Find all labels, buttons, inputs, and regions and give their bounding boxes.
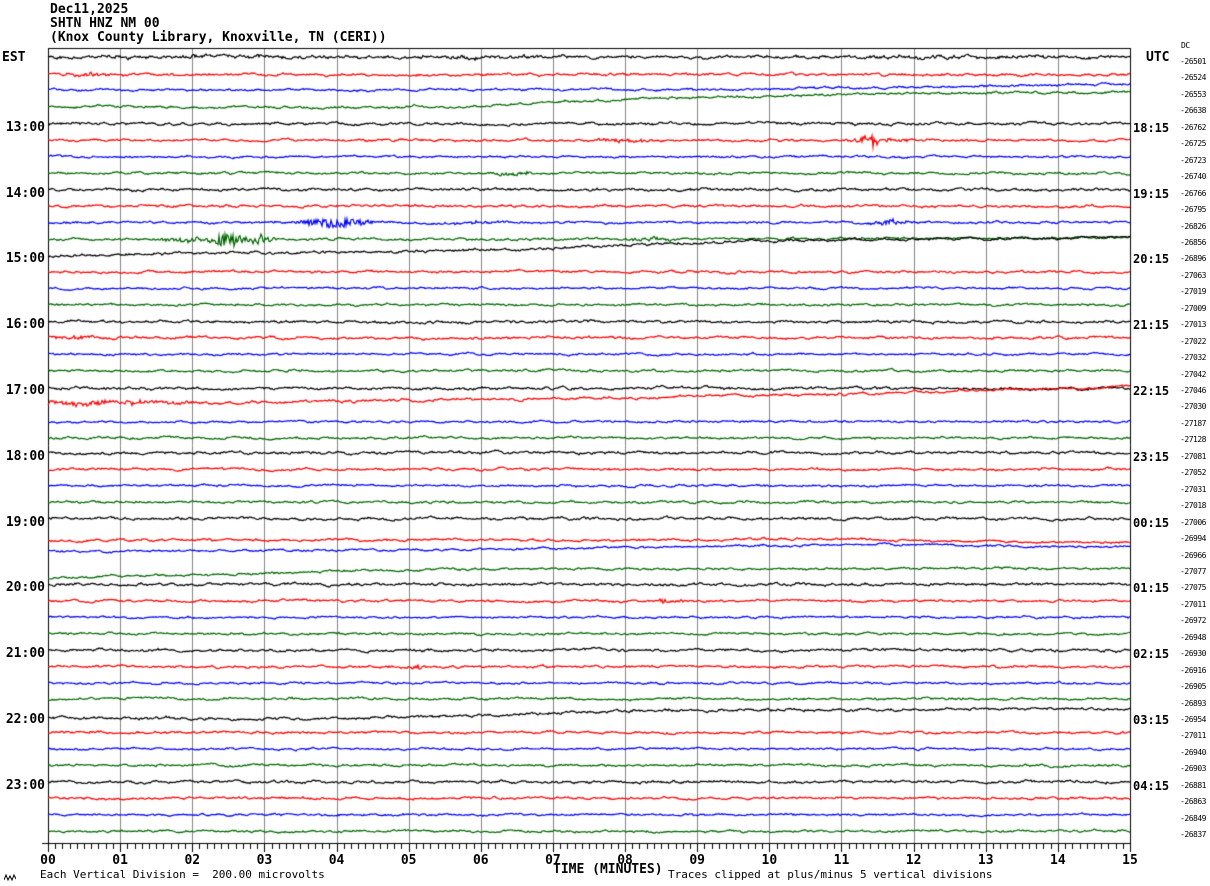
dc-value-label: -26916: [1180, 665, 1206, 675]
utc-time-label: 19:15: [1133, 186, 1170, 201]
dc-value-label: -27019: [1180, 287, 1206, 297]
dc-value-label: -26740: [1180, 172, 1206, 182]
title-location: (Knox County Library, Knoxville, TN (CER…: [50, 30, 387, 45]
dc-value-label: -27022: [1180, 336, 1206, 346]
utc-time-label: 04:15: [1133, 778, 1170, 793]
est-hour-label: 14:00: [5, 185, 45, 201]
dc-value-label: -26948: [1180, 632, 1206, 642]
x-tick-label: 07: [545, 853, 561, 868]
est-hour-label: 19:00: [5, 514, 45, 530]
est-hour-label: 16:00: [5, 317, 45, 333]
dc-value-label: -27081: [1180, 451, 1206, 461]
utc-time-label: 03:15: [1133, 713, 1170, 727]
dc-value-label: -26896: [1180, 254, 1206, 264]
dc-value-label: -26762: [1180, 122, 1206, 132]
utc-time-label: 00:15: [1133, 515, 1170, 530]
dc-value-label: -27013: [1180, 320, 1206, 330]
x-tick-label: 09: [689, 853, 706, 868]
dc-value-label: -27063: [1180, 270, 1206, 280]
utc-time-label: 23:15: [1133, 449, 1170, 464]
est-hour-label: 18:00: [5, 448, 45, 464]
dc-value-label: -27187: [1180, 418, 1206, 428]
dc-value-label: -26856: [1180, 237, 1206, 247]
x-tick-label: 00: [40, 853, 56, 868]
left-axis-label-est: EST: [2, 50, 26, 65]
footer-vertical-division-note: Each Vertical Division = 200.00 microvol…: [40, 868, 325, 881]
x-tick-label: 14: [1050, 853, 1066, 868]
right-axis-label-utc: UTC: [1146, 50, 1170, 65]
dc-value-label: -26863: [1180, 797, 1206, 807]
est-hour-label: 15:00: [5, 251, 45, 267]
dc-value-label: -26725: [1180, 139, 1206, 149]
x-tick-label: 12: [905, 853, 922, 868]
dc-value-label: -27032: [1180, 353, 1206, 363]
title-date: Dec11,2025: [50, 2, 129, 17]
x-tick-label: 15: [1122, 853, 1138, 868]
wiggle-mark-icon: [4, 873, 16, 882]
dc-value-label: -26501: [1180, 57, 1206, 66]
dc-value-label: -26905: [1180, 682, 1206, 692]
dc-value-label: -27042: [1180, 369, 1206, 379]
dc-value-label: -26893: [1180, 698, 1206, 708]
est-hour-label: 22:00: [5, 712, 45, 727]
dc-value-label: -27006: [1180, 517, 1206, 527]
dc-value-label: -27031: [1180, 484, 1206, 494]
dc-value-label: -27009: [1180, 303, 1206, 313]
x-tick-label: 03: [256, 853, 273, 868]
dc-value-label: -26881: [1180, 780, 1206, 790]
dc-value-label: -27075: [1180, 583, 1206, 593]
utc-time-label: 02:15: [1133, 647, 1170, 662]
utc-time-label: 21:15: [1133, 318, 1170, 333]
dc-value-label: -27018: [1180, 501, 1206, 511]
dc-value-label: -27077: [1180, 566, 1206, 576]
utc-time-label: 18:15: [1133, 120, 1170, 135]
x-tick-label: 06: [472, 853, 489, 868]
utc-time-label: 01:15: [1133, 581, 1170, 596]
dc-value-label: -26966: [1180, 550, 1206, 560]
est-hour-label: 17:00: [5, 383, 45, 398]
x-tick-label: 08: [617, 853, 633, 868]
est-hour-label: 20:00: [5, 580, 45, 596]
dc-value-label: -26723: [1180, 155, 1206, 165]
dc-value-label: -26972: [1180, 616, 1206, 626]
x-tick-label: 04: [328, 853, 345, 868]
dc-value-label: -26795: [1180, 205, 1206, 215]
est-hour-label: 23:00: [5, 777, 45, 793]
x-tick-label: 05: [400, 853, 417, 868]
est-hour-label: 21:00: [5, 646, 45, 662]
dc-value-label: -26903: [1180, 764, 1206, 774]
dc-column-label: DC: [1181, 41, 1190, 50]
dc-value-label: -26940: [1180, 747, 1206, 757]
dc-value-label: -27052: [1180, 468, 1206, 478]
dc-value-label: -27128: [1180, 435, 1206, 445]
dc-value-label: -26766: [1180, 188, 1206, 198]
dc-value-label: -26553: [1180, 89, 1206, 99]
dc-value-label: -26826: [1180, 221, 1206, 231]
utc-time-label: 20:15: [1133, 252, 1170, 267]
dc-value-label: -26849: [1180, 813, 1206, 823]
est-hour-label: 13:00: [5, 119, 45, 135]
dc-value-label: -26524: [1180, 73, 1206, 83]
utc-time-label: 22:15: [1133, 384, 1170, 398]
dc-value-label: -26930: [1180, 649, 1206, 659]
x-tick-label: 01: [112, 853, 128, 868]
x-tick-label: 13: [977, 853, 994, 868]
x-axis-title: TIME (MINUTES): [553, 862, 663, 877]
title-station: SHTN HNZ NM 00: [50, 16, 160, 31]
dc-value-label: -27011: [1180, 731, 1206, 741]
dc-value-label: -27030: [1180, 402, 1206, 412]
footer-clipping-note: Traces clipped at plus/minus 5 vertical …: [668, 868, 993, 881]
dc-value-label: -27011: [1180, 599, 1206, 609]
dc-value-label: -26837: [1180, 830, 1206, 840]
dc-value-label: -26994: [1180, 534, 1206, 544]
x-tick-label: 02: [184, 853, 201, 868]
x-tick-label: 11: [833, 853, 850, 868]
dc-value-label: -26638: [1180, 106, 1206, 116]
dc-value-label: -26954: [1180, 715, 1206, 724]
dc-value-label: -27046: [1180, 386, 1206, 395]
x-tick-label: 10: [761, 853, 778, 868]
